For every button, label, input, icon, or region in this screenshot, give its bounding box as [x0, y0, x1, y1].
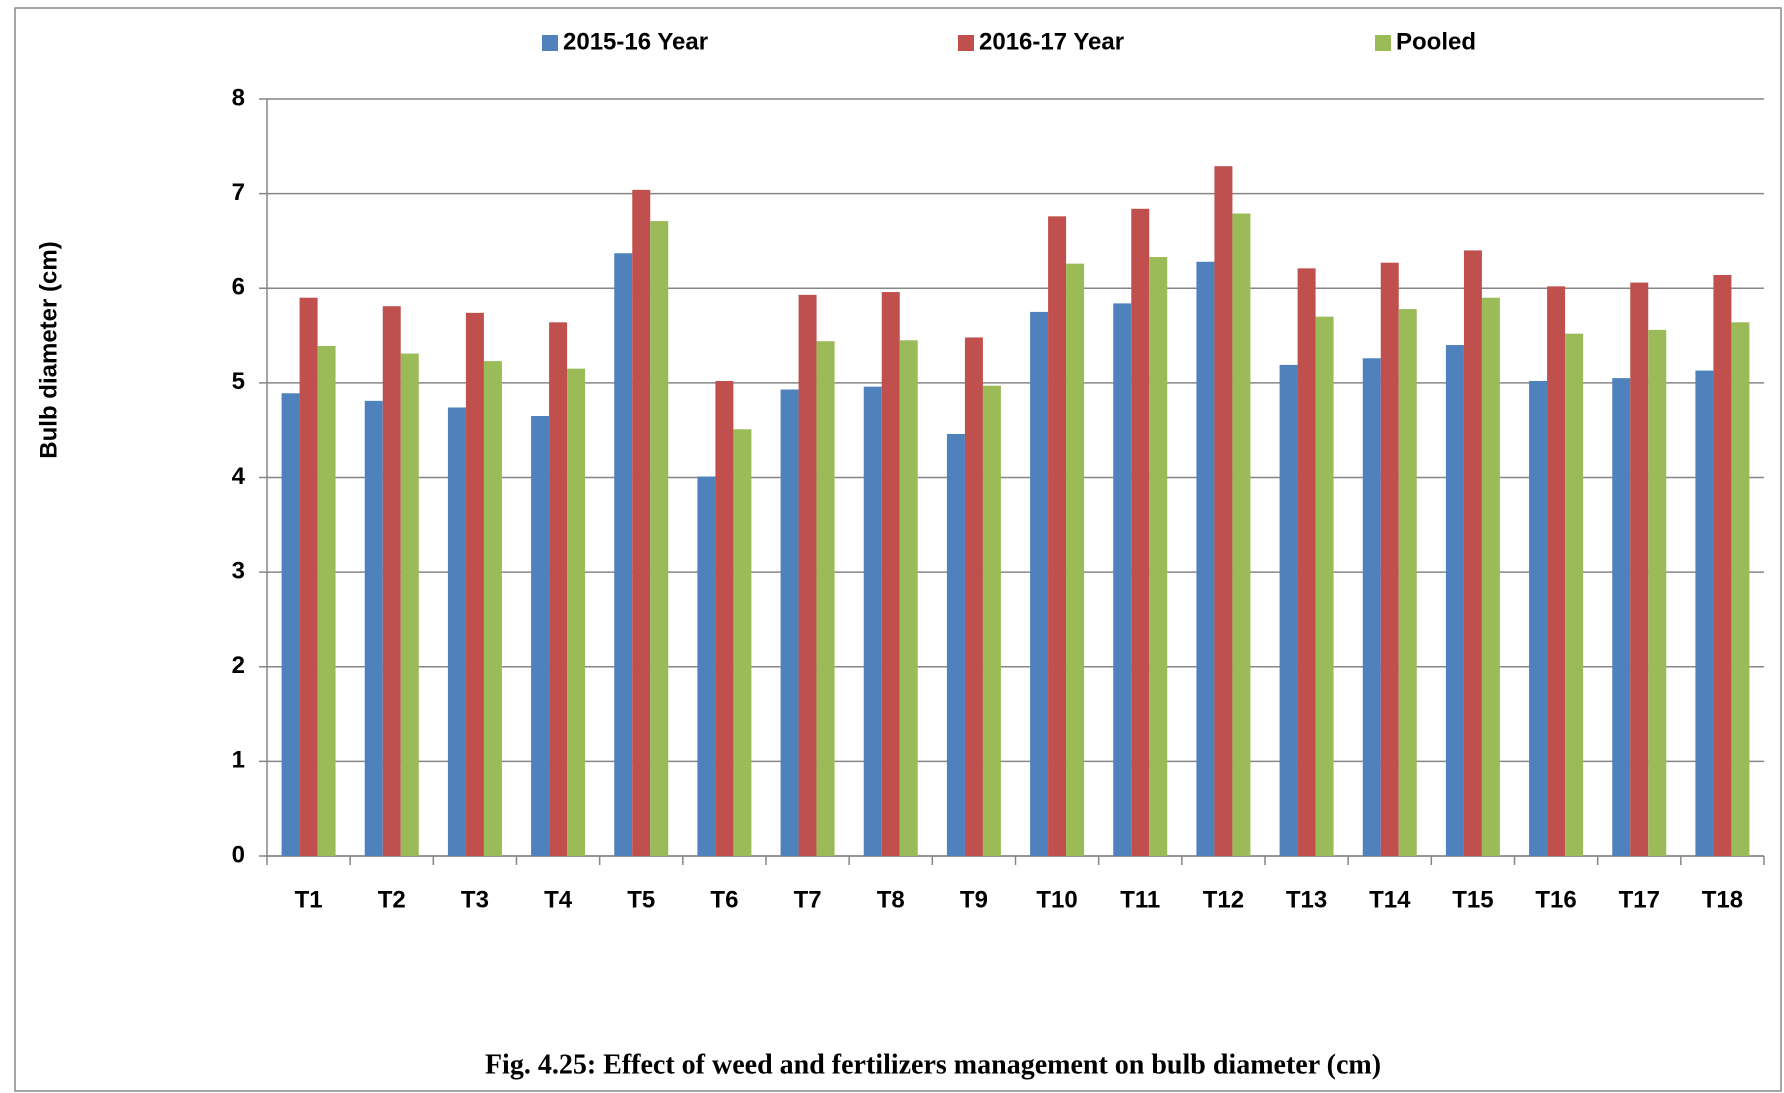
- bar: [483, 361, 502, 856]
- bar: [1214, 166, 1233, 857]
- legend-label: 2016-17 Year: [979, 28, 1124, 55]
- bar: [567, 368, 586, 856]
- x-tick-label: T11: [1120, 886, 1160, 913]
- bar: [1362, 358, 1381, 856]
- bar: [1279, 364, 1298, 856]
- bar: [281, 393, 300, 856]
- bar: [1529, 380, 1548, 856]
- x-tick-label: T8: [877, 886, 905, 913]
- bar: [1232, 213, 1251, 857]
- bar: [1463, 250, 1482, 856]
- bar: [715, 380, 734, 856]
- bar: [400, 353, 419, 856]
- bar: [946, 433, 965, 856]
- y-tick-label: 5: [232, 368, 245, 395]
- bar: [881, 292, 900, 856]
- x-tick-label: T15: [1452, 886, 1493, 913]
- x-tick-label: T5: [627, 886, 655, 913]
- bar: [863, 386, 882, 856]
- x-tick-label: T14: [1369, 886, 1411, 913]
- bar: [1713, 275, 1732, 856]
- x-tick-label: T1: [295, 886, 323, 913]
- y-tick-label: 2: [232, 652, 245, 679]
- bar: [317, 345, 336, 856]
- bar: [614, 253, 633, 856]
- bar: [447, 407, 466, 856]
- bar: [1113, 303, 1132, 856]
- bar: [1030, 311, 1049, 856]
- bar: [1048, 216, 1067, 856]
- x-tick-label: T18: [1702, 886, 1743, 913]
- bar: [1380, 262, 1399, 856]
- bar: [1731, 322, 1750, 856]
- x-tick-label: T7: [794, 886, 822, 913]
- bar: [1547, 286, 1566, 856]
- bar: [1630, 282, 1649, 856]
- y-axis-label: Bulb diameter (cm): [35, 241, 62, 458]
- y-tick-label: 1: [232, 747, 245, 774]
- bar: [1565, 333, 1584, 856]
- bar: [382, 306, 401, 856]
- y-tick-label: 7: [232, 179, 245, 206]
- bar: [531, 415, 550, 856]
- bar: [964, 337, 983, 857]
- bar: [364, 400, 383, 856]
- bar: [1481, 297, 1500, 856]
- bar: [1612, 378, 1631, 856]
- x-tick-label: T16: [1535, 886, 1576, 913]
- bar: [899, 340, 918, 856]
- bar: [1695, 370, 1714, 856]
- x-tick-label: T2: [378, 886, 406, 913]
- legend-swatch: [1375, 35, 1391, 51]
- bar: [549, 322, 568, 856]
- bar: [1398, 309, 1417, 856]
- bar: [780, 389, 799, 856]
- bar: [697, 476, 716, 856]
- legend-label: Pooled: [1396, 28, 1476, 55]
- bar: [1445, 345, 1464, 856]
- x-tick-label: T10: [1036, 886, 1077, 913]
- x-tick-label: T9: [960, 886, 988, 913]
- x-tick-label: T6: [710, 886, 738, 913]
- y-tick-label: 0: [232, 841, 245, 868]
- x-tick-label: T3: [461, 886, 489, 913]
- bar: [1648, 329, 1667, 856]
- y-tick-label: 6: [232, 274, 245, 301]
- y-tick-label: 4: [232, 463, 246, 490]
- x-tick-label: T17: [1619, 886, 1660, 913]
- bar: [1066, 263, 1085, 857]
- bar: [465, 312, 484, 856]
- legend-swatch: [958, 35, 974, 51]
- legend-label: 2015-16 Year: [563, 28, 708, 55]
- bar: [733, 429, 752, 856]
- bar: [798, 294, 817, 856]
- legend-swatch: [542, 35, 558, 51]
- chart-title: Fig. 4.25: Effect of weed and fertilizer…: [485, 1049, 1381, 1080]
- bar: [632, 189, 651, 857]
- x-tick-label: T12: [1203, 886, 1244, 913]
- bar: [650, 221, 669, 856]
- chart-frame: [14, 7, 1782, 1092]
- y-tick-label: 3: [232, 557, 245, 584]
- bar: [1149, 257, 1168, 856]
- y-tick-label: 8: [232, 84, 245, 111]
- bar: [1131, 208, 1150, 856]
- bar: [299, 297, 318, 856]
- bar: [982, 385, 1001, 856]
- bar: [1297, 268, 1316, 856]
- x-tick-label: T13: [1286, 886, 1327, 913]
- bar: [1315, 316, 1334, 856]
- bar: [816, 341, 835, 856]
- bar: [1196, 261, 1215, 856]
- x-tick-label: T4: [544, 886, 573, 913]
